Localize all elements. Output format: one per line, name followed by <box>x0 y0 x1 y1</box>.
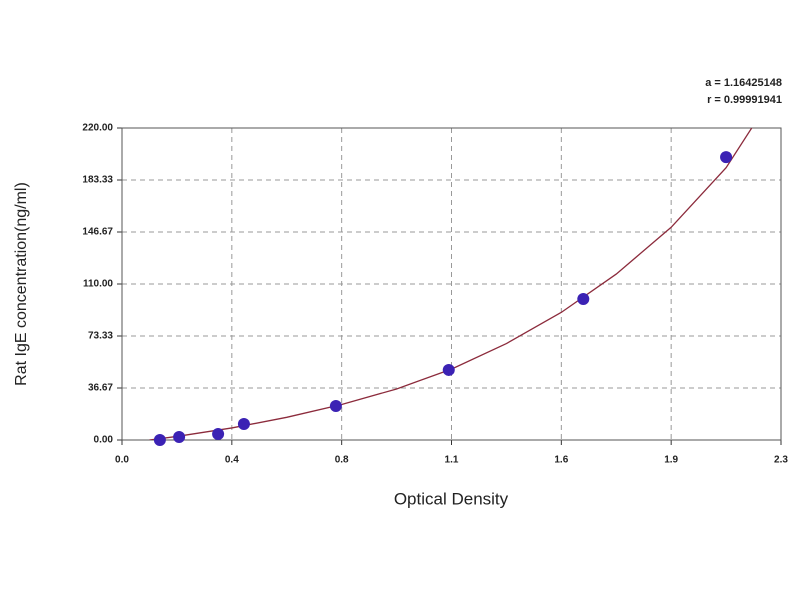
y-tick-label: 73.33 <box>88 331 113 342</box>
x-tick-label: 2.3 <box>774 455 788 466</box>
x-axis-label: Optical Density <box>394 489 509 508</box>
y-tick-label: 183.33 <box>82 175 113 186</box>
y-tick-label: 220.00 <box>82 123 113 134</box>
data-point <box>577 293 590 306</box>
y-tick-label: 36.67 <box>88 383 113 394</box>
y-tick-label: 0.00 <box>94 435 114 446</box>
plot-frame <box>121 127 782 441</box>
data-point <box>173 431 186 444</box>
y-tick-label: 146.67 <box>82 227 113 238</box>
annotation: r = 0.99991941 <box>707 94 782 106</box>
x-tick-label: 1.9 <box>664 455 678 466</box>
data-point <box>212 428 225 441</box>
y-tick-label: 110.00 <box>83 279 113 290</box>
data-point <box>720 151 733 164</box>
data-point <box>442 363 455 376</box>
x-tick-label: 0.0 <box>115 455 129 466</box>
x-tick-label: 1.1 <box>445 455 459 466</box>
x-tick-label: 0.8 <box>335 455 349 466</box>
data-point <box>237 417 250 430</box>
y-axis-label: Rat IgE concentration(ng/ml) <box>13 182 30 386</box>
x-tick-label: 0.4 <box>225 455 239 466</box>
data-point <box>153 434 166 446</box>
annotation: a = 1.16425148 <box>705 77 782 89</box>
x-tick-label: 1.6 <box>554 455 568 466</box>
data-point <box>329 399 342 412</box>
